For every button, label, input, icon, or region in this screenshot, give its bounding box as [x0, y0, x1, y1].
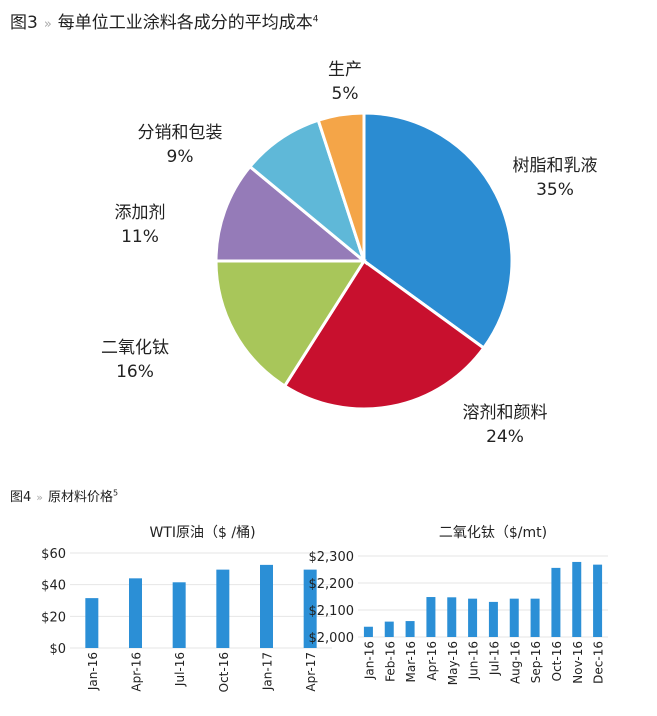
bar — [551, 567, 561, 637]
x-tick-label: Jan-16 — [86, 652, 100, 691]
figure-number: 图4 — [10, 490, 32, 505]
bar — [303, 569, 317, 648]
x-tick-label: Sep-16 — [529, 641, 543, 683]
bar — [572, 561, 582, 637]
bar — [363, 626, 373, 637]
pie-slice — [316, 111, 366, 262]
bar — [488, 601, 498, 637]
pie-label-value: 16% — [116, 362, 154, 382]
pie-label: 添加剂 11% — [80, 201, 200, 249]
x-tick-label: Aug-16 — [508, 641, 522, 684]
bar — [216, 569, 230, 648]
bar — [85, 598, 99, 648]
tio2-bar-chart: $2,000 $2,100 $2,200 $2,300 Jan-16 Feb-16 Mar-… — [309, 550, 608, 685]
pie-label-value: 5% — [331, 84, 359, 104]
bar — [384, 621, 394, 637]
pie-slice — [214, 259, 367, 389]
x-tick-label: Oct-16 — [217, 652, 231, 692]
pie-label: 二氧化钛 16% — [75, 336, 195, 384]
figure3-title: 图3 » 每单位工业涂料各成分的平均成本4 — [10, 8, 319, 33]
x-tick-label: Jun-16 — [467, 641, 481, 680]
x-tick-label: Jan-16 — [362, 641, 376, 680]
bar — [405, 621, 415, 637]
x-tick-label: Nov-16 — [571, 641, 585, 684]
y-tick-label: $2,300 — [309, 550, 355, 565]
wti-bar-chart: $0 $20 $40 $60 Jan-16 Apr-16 Jul-16 Oct-16 Jan-1… — [41, 547, 332, 692]
pie-label-value: 24% — [486, 427, 524, 447]
pie-label: 生产 5% — [285, 58, 405, 106]
x-tick-label: Jul-16 — [487, 641, 501, 676]
figure-title-text: 原材料价格 — [48, 490, 114, 505]
pie-label: 树脂和乳液 35% — [495, 154, 615, 202]
pie-label-name: 生产 — [328, 60, 362, 80]
figure-number: 图3 — [10, 13, 38, 33]
bar — [129, 578, 142, 648]
x-tick-label: Mar-16 — [404, 641, 418, 682]
pie-label-value: 11% — [121, 227, 159, 247]
x-tick-label: Feb-16 — [383, 641, 397, 682]
x-tick-label: Apr-17 — [304, 652, 318, 692]
x-tick-label: Jul-16 — [173, 652, 187, 687]
pie-chart — [214, 111, 514, 411]
separator: » — [36, 491, 44, 504]
pie-label-name: 添加剂 — [114, 203, 166, 223]
y-tick-label: $2,200 — [309, 577, 355, 592]
bar — [593, 564, 603, 637]
y-tick-label: $2,000 — [309, 631, 355, 646]
footnote-ref: 5 — [113, 488, 119, 498]
x-tick-label: Apr-16 — [425, 641, 439, 681]
x-tick-label: May-16 — [446, 641, 460, 685]
pie-slice — [282, 258, 486, 411]
y-tick-label: $0 — [49, 642, 66, 657]
pie-label-value: 9% — [166, 147, 194, 167]
pie-label-name: 树脂和乳液 — [512, 156, 598, 176]
bar — [530, 598, 540, 637]
y-tick-label: $20 — [41, 610, 66, 625]
bar — [260, 564, 273, 648]
bar — [172, 582, 186, 648]
pie-label-name: 溶剂和颜料 — [462, 403, 548, 423]
pie-label: 分销和包装 9% — [120, 121, 240, 169]
y-tick-label: $2,100 — [309, 604, 355, 619]
y-tick-label: $60 — [41, 547, 66, 562]
bar — [447, 597, 457, 637]
tio2-chart-title: 二氧化钛（$/mt) — [438, 525, 548, 541]
pie-slice — [247, 118, 368, 266]
pie-slice — [214, 164, 369, 263]
bar — [468, 598, 478, 637]
x-tick-label: Apr-16 — [130, 652, 144, 692]
x-tick-label: Oct-16 — [550, 641, 564, 681]
separator: » — [43, 17, 52, 32]
figure-title-text: 每单位工业涂料各成分的平均成本 — [57, 13, 313, 33]
figure4-title: 图4 » 原材料价格5 — [10, 486, 118, 505]
pie-label-name: 分销和包装 — [137, 123, 223, 143]
bar — [509, 598, 519, 637]
footnote-ref: 4 — [312, 14, 319, 25]
pie-slice — [362, 111, 514, 351]
y-tick-label: $40 — [41, 579, 66, 594]
x-tick-label: Dec-16 — [592, 641, 606, 684]
pie-label: 溶剂和颜料 24% — [445, 401, 565, 449]
bar — [426, 597, 436, 637]
pie-label-name: 二氧化钛 — [101, 338, 169, 358]
pie-label-value: 35% — [536, 180, 574, 200]
wti-chart-title: WTI原油（$ /桶) — [149, 525, 256, 541]
x-tick-label: Jan-17 — [261, 652, 275, 691]
